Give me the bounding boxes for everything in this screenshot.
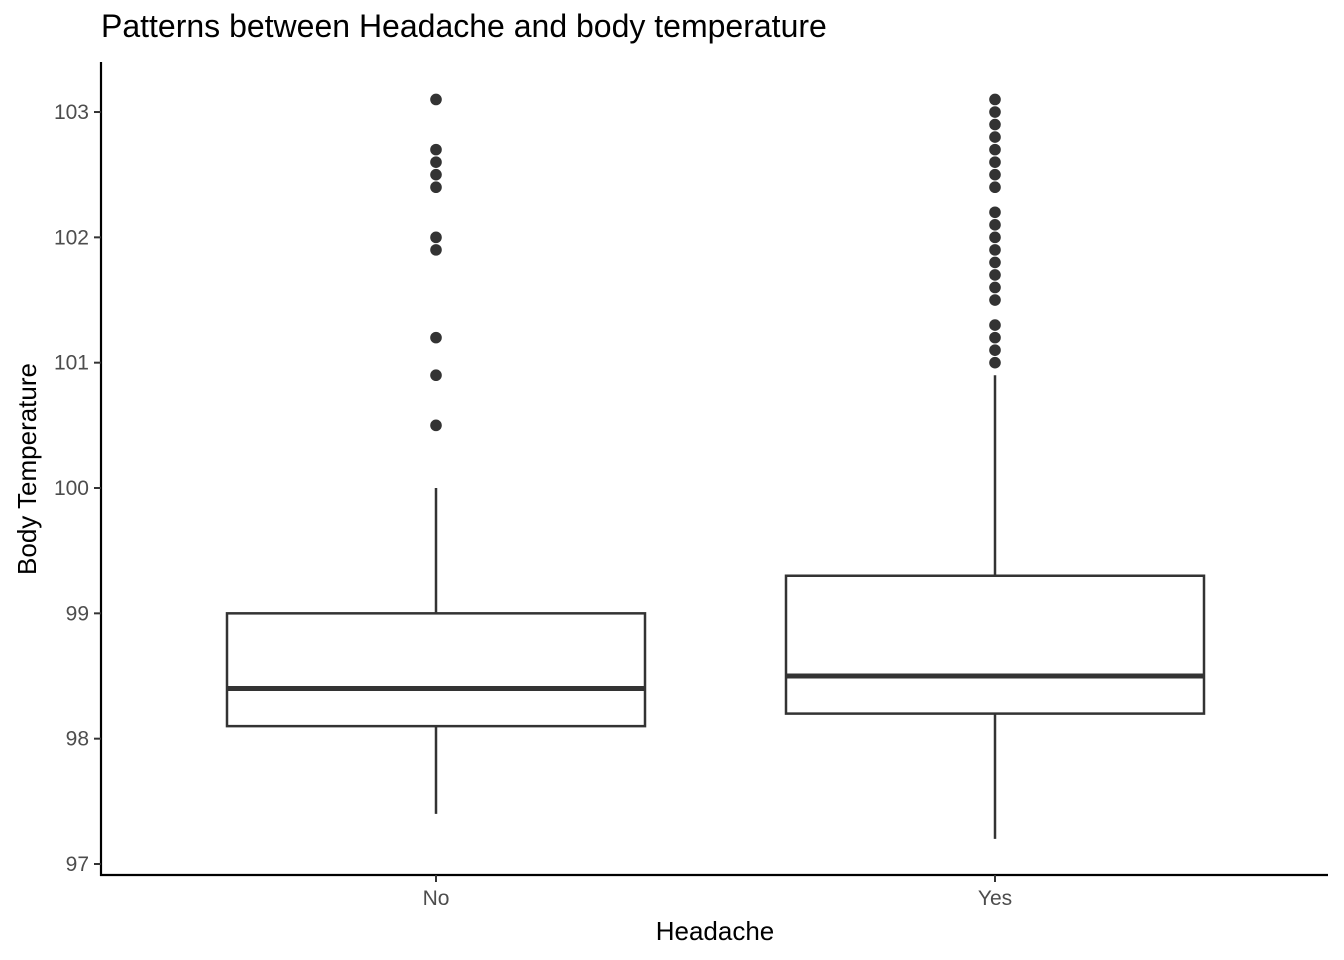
outlier-point-no [430,244,442,256]
outlier-point-yes [989,281,1001,294]
box-no [225,612,647,728]
outlier-point-yes [989,181,1001,194]
outlier-point-yes [989,356,1001,369]
outlier-point-yes [989,206,1001,219]
outlier-point-no [430,93,442,106]
y-tick-label: 102 [54,226,89,249]
outlier-point-yes [989,143,1001,156]
outlier-point-no [430,331,442,344]
outlier-point-yes [989,156,1001,168]
y-tick-label: 97 [66,853,89,876]
boxes-layer [225,375,1206,839]
outlier-point-yes [989,269,1001,281]
outlier-point-yes [989,131,1001,143]
box-yes [784,574,1206,715]
outlier-point-no [430,231,442,244]
x-ticks: No Yes [423,875,1012,910]
chart-title: Patterns between Headache and body tempe… [101,8,827,44]
outlier-point-no [430,143,442,156]
y-ticks: 97 98 99 100 101 102 103 [54,101,101,876]
outlier-point-yes [989,168,1001,181]
y-tick-label: 98 [66,728,89,751]
outliers-layer [430,93,1001,432]
outlier-point-yes [989,244,1001,256]
outlier-point-yes [989,231,1001,244]
outlier-point-no [430,369,442,382]
y-tick-label: 103 [54,101,89,124]
outlier-point-yes [989,118,1001,131]
outlier-point-no [430,156,442,168]
y-tick-label: 99 [66,602,89,625]
outlier-point-yes [989,319,1001,331]
y-tick-label: 101 [54,352,89,375]
outlier-point-yes [989,294,1001,306]
x-tick-label: Yes [978,887,1012,910]
x-axis-title: Headache [656,916,775,946]
outlier-point-no [430,168,442,181]
outlier-point-no [430,181,442,194]
outlier-point-no [430,419,442,432]
outlier-point-yes [989,344,1001,356]
outlier-point-yes [989,106,1001,118]
y-axis-title: Body Temperature [12,363,42,575]
outlier-point-yes [989,93,1001,106]
x-tick-label: No [423,887,450,910]
outlier-point-yes [989,331,1001,344]
y-tick-label: 100 [54,477,89,500]
outlier-point-yes [989,256,1001,269]
outlier-point-yes [989,219,1001,231]
